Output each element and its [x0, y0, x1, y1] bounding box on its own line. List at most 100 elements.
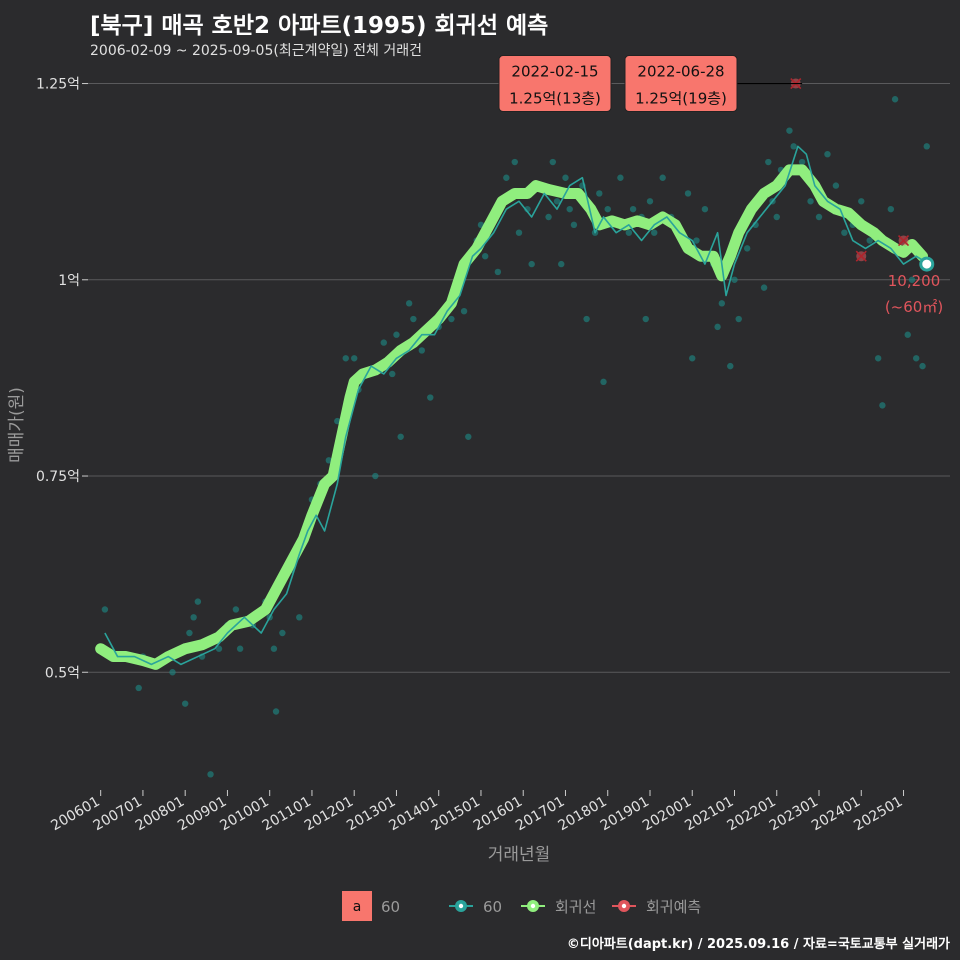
scatter-point: [866, 237, 873, 244]
y-tick-label: 1억: [58, 273, 80, 289]
annotation-price: 1.25억(19층): [635, 90, 727, 108]
scatter-point: [236, 645, 244, 652]
scatter-point: [135, 684, 142, 692]
scatter-point: [393, 331, 400, 338]
last-point-marker: [919, 256, 935, 272]
scatter-point: [727, 362, 734, 370]
scatter-point: [765, 158, 772, 166]
legend-key-a-letter: a: [353, 899, 362, 915]
y-axis-title: 매매가(원): [7, 387, 27, 463]
scatter-point: [418, 347, 426, 354]
legend-60-label: 60: [483, 898, 502, 916]
legend-regression-label: 회귀선: [555, 898, 596, 916]
scatter-point: [874, 355, 882, 362]
scatter-point: [651, 229, 658, 236]
annotation-box: [624, 55, 738, 113]
scatter-point: [389, 370, 396, 378]
scatter-point: [642, 315, 649, 323]
scatter-point: [549, 158, 557, 166]
scatter-point: [912, 355, 920, 362]
scatter-point: [904, 331, 911, 338]
annotation-price: 1.25억(13층): [509, 90, 601, 108]
scatter-point: [553, 198, 561, 205]
scatter-point: [410, 315, 417, 323]
legend-60-swatch-dot: [458, 903, 464, 909]
scatter-point: [815, 213, 823, 221]
scatter-point: [380, 339, 387, 346]
scatter-point: [465, 433, 472, 440]
y-tick-label: 1.25억: [36, 77, 80, 93]
scatter-point: [583, 315, 590, 323]
scatter-point: [448, 315, 455, 323]
scatter-point: [372, 472, 379, 480]
annotation-label: 2022-06-28 1.25억(19층): [624, 55, 738, 113]
scatter-point: [701, 205, 709, 213]
annotation-date: 2022-02-15: [511, 63, 598, 81]
legend-regression-swatch-dot: [530, 903, 536, 909]
scatter-point: [325, 457, 333, 464]
scatter-point: [646, 198, 654, 205]
scatter-point: [919, 362, 926, 370]
annotation-box: [498, 55, 612, 113]
scatter-point: [832, 182, 840, 189]
scatter-point: [397, 433, 404, 440]
scatter-point: [596, 190, 603, 197]
scatter-point: [181, 700, 189, 707]
scatter-point: [194, 598, 202, 605]
forecast-marker: [855, 250, 867, 262]
scatter-point: [186, 629, 193, 637]
scatter-point: [494, 268, 502, 276]
scatter-point: [798, 158, 806, 166]
scatter-point: [786, 127, 793, 134]
scatter-point: [169, 669, 176, 676]
scatter-point: [807, 198, 814, 205]
scatter-point: [824, 150, 831, 158]
scatter-point: [272, 708, 280, 715]
scatter-point: [460, 307, 468, 315]
scatter-point: [714, 323, 721, 331]
scatter-point: [617, 174, 624, 181]
scatter-point: [718, 300, 726, 307]
scatter-point: [207, 771, 214, 778]
y-tick-label: 0.75억: [36, 469, 80, 485]
chart-subtitle: 2006-02-09 ~ 2025-09-05(최근계약일) 전체 거래건: [90, 43, 422, 59]
scatter-point: [481, 253, 489, 260]
annotation-label: 2022-02-15 1.25억(13층): [498, 55, 612, 113]
forecast-marker: [897, 234, 910, 247]
scatter-point: [545, 213, 552, 221]
legend-key-a: [342, 891, 372, 921]
scatter-point: [735, 315, 742, 323]
scatter-point: [760, 284, 768, 291]
x-axis-title: 거래년월: [488, 845, 551, 865]
scatter-point: [190, 614, 197, 621]
scatter-point: [562, 174, 569, 181]
scatter-point: [334, 417, 341, 425]
scatter-point: [625, 229, 633, 236]
scatter-point: [427, 394, 434, 401]
scatter-point: [891, 96, 899, 103]
trade-line: [104, 145, 930, 666]
scatter-point: [570, 221, 578, 229]
scatter-point: [215, 645, 223, 652]
scatter-point: [923, 143, 930, 150]
scatter-point: [731, 276, 738, 283]
legend-forecast-swatch-dot: [621, 903, 627, 909]
scatter-point: [684, 190, 692, 197]
scatter-point: [342, 355, 349, 362]
credit-text: ©디아파트(dapt.kr) / 2025.09.16 / 자료=국토교통부 실…: [566, 937, 950, 952]
scatter-point: [528, 260, 535, 268]
annotation-date: 2022-06-28: [637, 63, 724, 81]
regression-line: [95, 164, 929, 670]
chart-title: [북구] 매곡 호반2 아파트(1995) 회귀선 예측: [90, 13, 549, 39]
scatter-point: [659, 174, 666, 181]
scatter-point: [841, 229, 848, 236]
scatter-point: [743, 245, 751, 252]
scatter-point: [858, 198, 865, 205]
scatter-point: [351, 355, 358, 362]
scatter-point: [279, 629, 286, 637]
scatter-point: [693, 237, 700, 244]
scatter-point: [558, 260, 565, 268]
scatter-point: [101, 606, 109, 613]
scatter-point: [296, 614, 303, 621]
